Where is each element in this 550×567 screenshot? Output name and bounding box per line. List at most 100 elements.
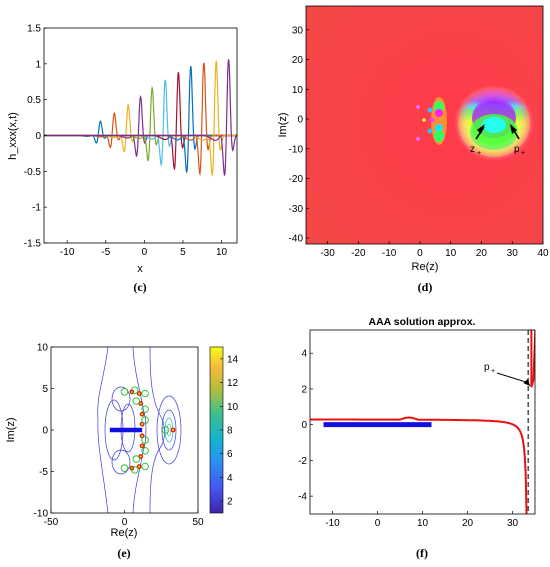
panel-f-title: AAA solution approx. bbox=[369, 316, 476, 328]
ytick-label: 0.5 bbox=[27, 95, 41, 106]
panel-e-sublabel: (e) bbox=[117, 546, 130, 560]
ytick-label: -10 bbox=[34, 509, 49, 520]
zero-marker bbox=[132, 397, 141, 405]
colorbar-tick-label: 8 bbox=[227, 426, 233, 437]
xtick-label: 50 bbox=[192, 517, 204, 528]
panel-f-curve-left bbox=[310, 416, 528, 514]
ytick-label: 10 bbox=[292, 85, 304, 96]
zero-marker bbox=[141, 447, 149, 455]
xtick-label: -10 bbox=[60, 247, 75, 258]
xtick-label: 20 bbox=[476, 248, 488, 259]
xtick-label: 0 bbox=[417, 248, 423, 259]
ytick-label: -20 bbox=[289, 174, 304, 185]
series-line-9 bbox=[44, 60, 237, 177]
series-line-6 bbox=[44, 72, 237, 171]
panel-c-series-group bbox=[44, 59, 237, 177]
colorbar-tick-label: 2 bbox=[227, 497, 233, 508]
colorbar-tick-label: 14 bbox=[227, 354, 239, 365]
panel-d-annot-z: z bbox=[470, 144, 475, 155]
ytick-label: 1 bbox=[35, 59, 41, 70]
colorbar-tick-label: 12 bbox=[227, 378, 239, 389]
panel-d-yticks: -40 -30 -20 -10 0 10 20 30 bbox=[289, 25, 309, 245]
xtick-label: 40 bbox=[537, 248, 549, 259]
ytick-label: 4 bbox=[301, 349, 307, 360]
ytick-label: 0 bbox=[42, 426, 48, 437]
panel-e-xlabel: Re(z) bbox=[111, 527, 138, 539]
zero-marker bbox=[120, 464, 129, 472]
ytick-label: -4 bbox=[298, 492, 307, 503]
panel-e-zeros bbox=[120, 386, 170, 474]
panel-f-annot-p-sub: + bbox=[491, 368, 495, 375]
zero-marker bbox=[141, 416, 149, 424]
colorbar-tick-label: 6 bbox=[227, 449, 233, 460]
panel-c-yticks: -1.5 -1 -0.5 0 0.5 1 1.5 bbox=[24, 24, 47, 250]
panel-e-colorbar-ticks: 2 4 6 8 10 12 14 bbox=[220, 354, 239, 508]
ytick-label: 0 bbox=[297, 115, 303, 126]
pole-marker-core bbox=[141, 434, 144, 437]
zero-marker bbox=[141, 389, 149, 398]
panel-d-pole-cluster bbox=[416, 97, 447, 145]
ytick-label: -10 bbox=[289, 144, 304, 155]
pole-marker-core bbox=[141, 444, 144, 447]
series-line-1 bbox=[44, 111, 237, 149]
ytick-label: 2 bbox=[301, 384, 307, 395]
colorbar-tick-label: 4 bbox=[227, 473, 233, 484]
pole-marker-core bbox=[138, 392, 141, 395]
panel-d-xticks: -30 -20 -10 0 10 20 30 40 bbox=[320, 241, 549, 259]
series-line-10 bbox=[44, 59, 237, 176]
panel-f-yticks: -4 -2 0 2 4 bbox=[298, 349, 313, 503]
xtick-label: 10 bbox=[216, 247, 228, 258]
panel-e-poles bbox=[129, 389, 176, 471]
ytick-label: -1.5 bbox=[24, 239, 42, 250]
pole-marker-core bbox=[171, 428, 175, 432]
zero-marker bbox=[161, 426, 170, 434]
xtick-label: -10 bbox=[382, 248, 397, 259]
ytick-label: 5 bbox=[42, 384, 48, 395]
panel-c-xlabel: x bbox=[137, 263, 143, 275]
pole-marker-core bbox=[139, 455, 142, 458]
series-line-0 bbox=[44, 120, 237, 144]
ytick-label: 20 bbox=[292, 55, 304, 66]
panel-d-arrow-z bbox=[475, 124, 485, 140]
xtick-label: -50 bbox=[44, 517, 59, 528]
pole-marker-core bbox=[139, 402, 142, 405]
panel-c-ylabel: h_xxx(x,t) bbox=[7, 112, 19, 160]
xtick-label: -30 bbox=[320, 248, 335, 259]
series-line-8 bbox=[44, 62, 237, 177]
panel-f-annot-p: p bbox=[484, 362, 490, 373]
ytick-label: 1.5 bbox=[27, 24, 41, 35]
xtick-label: -5 bbox=[101, 247, 110, 258]
panel-d-annot-p-sub: + bbox=[521, 150, 525, 157]
panel-f-arrow bbox=[496, 372, 531, 387]
panel-c-sublabel: (c) bbox=[133, 280, 146, 294]
xtick-label: 30 bbox=[507, 518, 519, 529]
panel-e-ylabel: Im(z) bbox=[5, 417, 17, 442]
ytick-label: 0 bbox=[35, 131, 41, 142]
zero-marker bbox=[131, 386, 139, 394]
panel-d-annot-z-sub: + bbox=[477, 150, 481, 157]
panel-e-yticks: -10 -5 0 5 10 bbox=[34, 343, 54, 520]
ytick-label: -5 bbox=[39, 467, 48, 478]
panel-e-xticks: -50 0 50 bbox=[44, 510, 204, 528]
series-line-7 bbox=[44, 66, 237, 174]
xtick-label: 20 bbox=[462, 518, 474, 529]
pole-marker-core bbox=[138, 465, 141, 468]
xtick-label: 0 bbox=[375, 518, 381, 529]
xtick-label: 30 bbox=[507, 248, 519, 259]
ytick-label: -1 bbox=[32, 203, 41, 214]
ytick-label: -2 bbox=[298, 456, 307, 467]
zero-marker bbox=[120, 388, 129, 396]
panel-f-sublabel: (f) bbox=[416, 546, 428, 560]
zero-marker bbox=[141, 462, 149, 471]
panel-f-xticks: -10 0 10 20 30 bbox=[325, 511, 518, 529]
xtick-label: 0 bbox=[122, 517, 128, 528]
pole-marker-core bbox=[141, 413, 144, 416]
xtick-label: -10 bbox=[325, 518, 340, 529]
panel-d-annot-p: p bbox=[514, 144, 520, 155]
ytick-label: -30 bbox=[289, 204, 304, 215]
ytick-label: 10 bbox=[37, 343, 49, 354]
panel-d-ylabel: Im(z) bbox=[277, 112, 289, 137]
series-line-5 bbox=[44, 79, 237, 167]
